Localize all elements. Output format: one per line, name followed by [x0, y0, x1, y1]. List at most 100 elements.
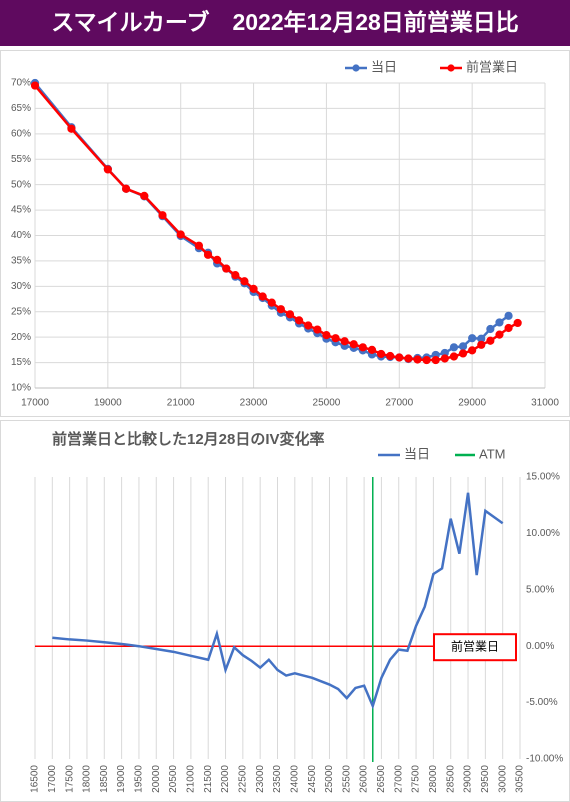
x-tick-label: 20500 — [168, 765, 179, 793]
marker — [449, 352, 459, 361]
x-tick-label: 26500 — [376, 765, 387, 793]
x-tick-label: 30500 — [515, 765, 526, 793]
marker — [458, 342, 468, 351]
x-tick-label: 18500 — [99, 765, 110, 793]
marker — [222, 264, 231, 273]
marker — [30, 81, 40, 90]
marker — [395, 353, 404, 362]
x-tick-label: 29500 — [480, 765, 491, 793]
chart-frame — [0, 420, 570, 802]
y-tick-label: 45% — [11, 205, 31, 216]
marker — [103, 165, 112, 174]
marker — [495, 318, 504, 327]
marker — [358, 343, 367, 352]
marker — [176, 230, 185, 239]
y-tick-label: 5.00% — [526, 584, 554, 595]
x-tick-label: 25500 — [341, 765, 352, 793]
x-tick-label: 17500 — [64, 765, 75, 793]
marker — [513, 318, 522, 328]
y-tick-label: 15.00% — [526, 472, 560, 483]
y-tick-label: 25% — [11, 306, 31, 317]
chart-title: 前営業日と比較した12月28日のIV変化率 — [52, 430, 325, 448]
marker — [213, 255, 222, 264]
y-tick-label: 10% — [11, 383, 31, 394]
x-tick-label: 19000 — [94, 398, 122, 409]
x-tick-label: 31000 — [531, 398, 559, 409]
marker — [486, 324, 495, 334]
marker — [468, 334, 477, 343]
legend-label: 当日 — [404, 446, 430, 461]
marker — [468, 346, 477, 355]
marker — [121, 184, 131, 193]
marker — [477, 340, 486, 349]
x-tick-label: 23000 — [255, 765, 266, 793]
marker — [504, 311, 513, 320]
x-tick-label: 24000 — [289, 765, 300, 793]
marker — [376, 349, 386, 359]
y-tick-label: -5.00% — [526, 697, 558, 708]
marker — [194, 241, 204, 250]
series-line — [52, 492, 504, 710]
y-tick-label: 35% — [11, 256, 31, 267]
x-tick-label: 28500 — [445, 765, 456, 793]
y-tick-label: 10.00% — [526, 528, 560, 539]
marker — [386, 351, 395, 361]
legend-marker — [352, 64, 360, 72]
marker — [313, 325, 322, 334]
x-tick-label: 18000 — [82, 765, 93, 793]
marker — [231, 271, 240, 280]
x-tick-label: 27000 — [393, 765, 404, 793]
x-tick-label: 29000 — [458, 398, 486, 409]
y-tick-label: 55% — [11, 154, 31, 165]
marker — [349, 340, 358, 349]
legend-label: 前営業日 — [466, 59, 518, 74]
marker — [422, 355, 431, 365]
legend-label: ATM — [479, 446, 505, 461]
marker — [486, 336, 495, 345]
x-tick-label: 24500 — [307, 765, 318, 793]
marker — [267, 298, 276, 307]
annotation: 前営業日 — [451, 638, 499, 653]
x-tick-label: 25000 — [324, 765, 335, 793]
x-tick-label: 26000 — [359, 765, 370, 793]
x-tick-label: 23000 — [240, 398, 268, 409]
marker — [340, 337, 349, 346]
marker — [431, 355, 440, 365]
marker — [404, 354, 413, 363]
x-tick-label: 17000 — [47, 765, 58, 793]
x-tick-label: 19500 — [134, 765, 145, 793]
marker — [331, 334, 340, 343]
marker — [67, 124, 76, 133]
marker — [158, 211, 167, 220]
marker — [449, 343, 459, 352]
page-title: スマイルカーブ 2022年12月28日前営業日比 — [51, 9, 519, 35]
y-tick-label: 30% — [11, 281, 31, 292]
y-tick-label: 70% — [11, 78, 31, 89]
marker — [240, 277, 249, 286]
y-tick-label: 15% — [11, 357, 31, 368]
marker — [495, 330, 504, 339]
marker — [367, 345, 377, 354]
y-tick-label: 65% — [11, 103, 31, 114]
marker — [304, 321, 313, 330]
marker — [203, 250, 213, 259]
marker — [504, 323, 513, 333]
x-tick-label: 16500 — [30, 765, 41, 793]
x-tick-label: 25000 — [313, 398, 341, 409]
marker — [322, 331, 331, 340]
x-tick-label: 29000 — [463, 765, 474, 793]
x-tick-label: 30000 — [497, 765, 508, 793]
x-tick-label: 28000 — [428, 765, 439, 793]
x-tick-label: 21500 — [203, 765, 214, 793]
x-tick-label: 27000 — [385, 398, 413, 409]
x-tick-label: 23500 — [272, 765, 283, 793]
x-tick-label: 21000 — [167, 398, 195, 409]
marker — [295, 316, 304, 325]
marker — [276, 305, 285, 314]
marker — [458, 349, 468, 358]
x-tick-label: 19000 — [116, 765, 127, 793]
x-tick-label: 20000 — [151, 765, 162, 793]
x-tick-label: 27500 — [411, 765, 422, 793]
marker — [285, 310, 295, 319]
